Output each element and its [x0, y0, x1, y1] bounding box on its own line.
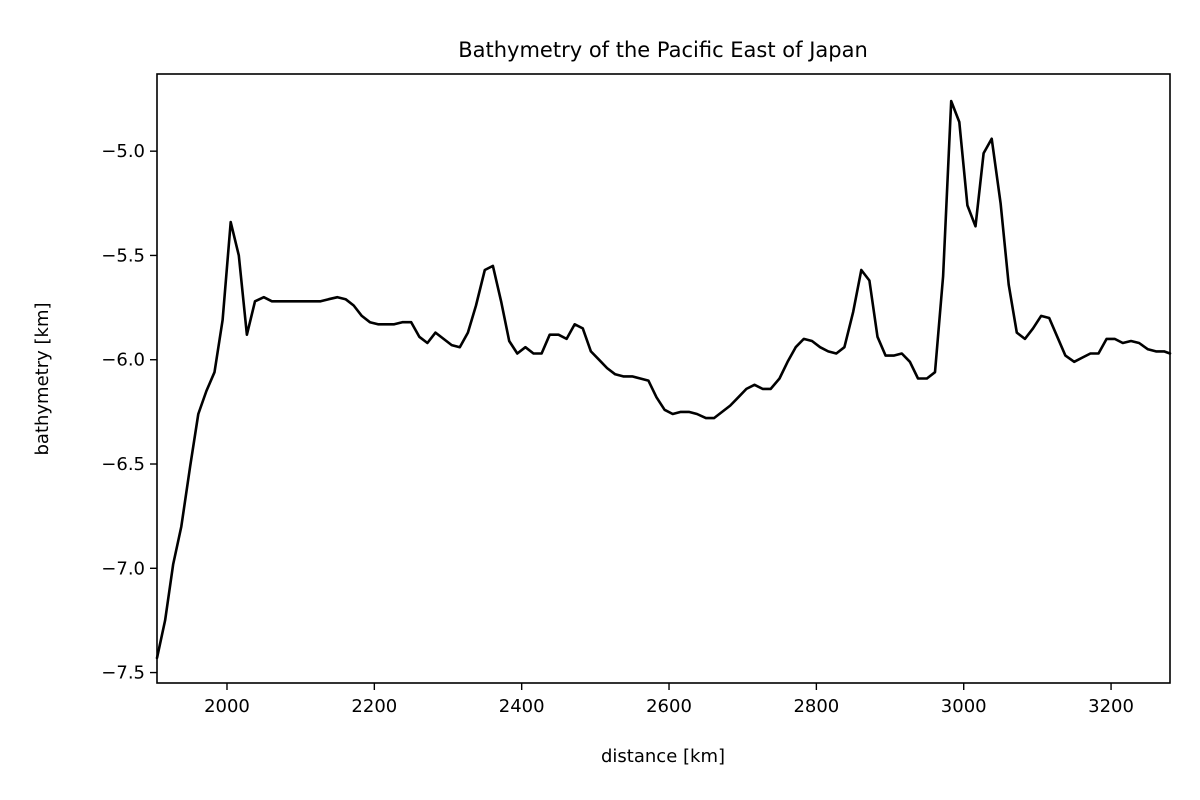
y-axis-label: bathymetry [km] [32, 302, 53, 455]
y-tick-label: −6.5 [101, 454, 145, 475]
plot-frame [156, 73, 1171, 684]
plot-area [155, 73, 1172, 684]
y-axis: −5.0 −5.5 −6.0 −6.5 −7.0 −7.5 [101, 141, 157, 684]
x-tick-label: 2000 [204, 696, 250, 717]
x-tick-label: 3200 [1088, 696, 1134, 717]
series-layer [155, 99, 1172, 660]
x-tick-label: 2600 [646, 696, 692, 717]
y-tick-label: −5.5 [101, 245, 145, 266]
x-tick-label: 2800 [793, 696, 839, 717]
x-tick-label: 2200 [351, 696, 397, 717]
x-axis-label: distance [km] [601, 746, 725, 767]
x-axis: 2000 2200 2400 2600 2800 3000 3200 [204, 683, 1134, 717]
y-tick-label: −6.0 [101, 350, 145, 371]
y-tick-label: −7.5 [101, 663, 145, 684]
x-tick-label: 3000 [941, 696, 987, 717]
x-tick-label: 2400 [499, 696, 545, 717]
bathymetry-series-line [155, 99, 1172, 660]
y-tick-label: −7.0 [101, 558, 145, 579]
chart-title: Bathymetry of the Pacific East of Japan [458, 38, 868, 62]
y-tick-label: −5.0 [101, 141, 145, 162]
